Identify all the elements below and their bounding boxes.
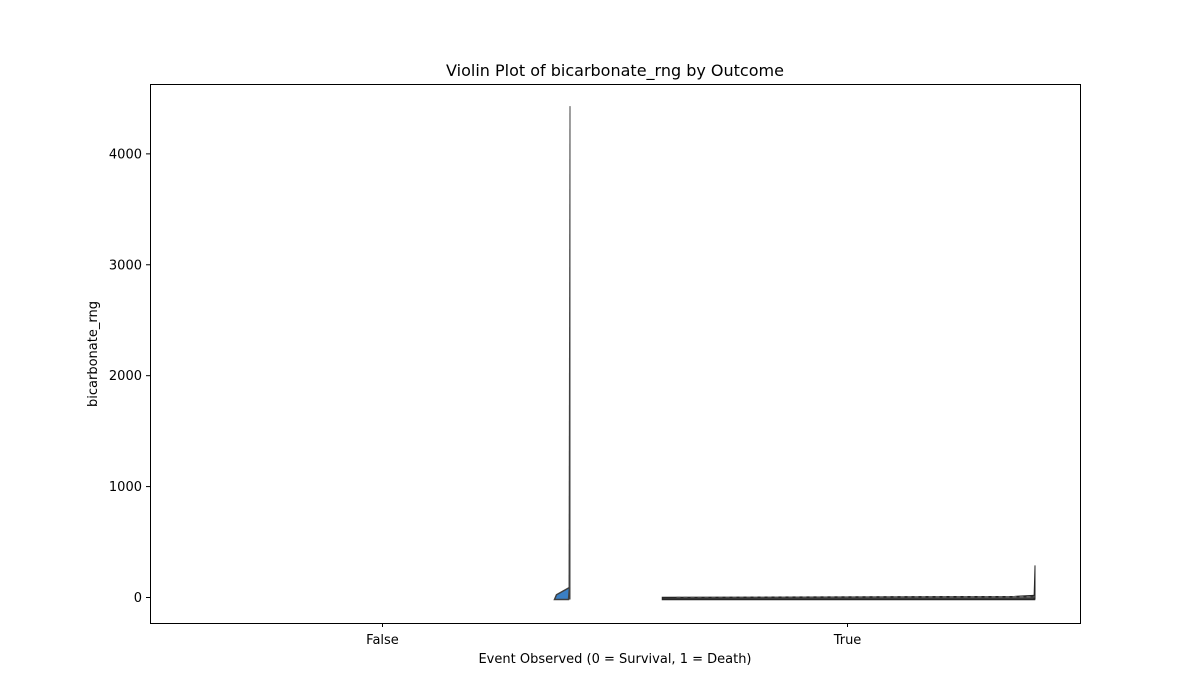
chart-title: Violin Plot of bicarbonate_rng by Outcom… (446, 61, 784, 81)
y-tick-label: 4000 (109, 147, 142, 162)
y-tick-label: 2000 (109, 369, 142, 384)
plot-area (553, 106, 1036, 601)
y-tick-label: 0 (134, 591, 142, 606)
x-axis-label: Event Observed (0 = Survival, 1 = Death) (478, 652, 751, 667)
violin-spike (1033, 565, 1036, 600)
violin-body (553, 586, 571, 601)
x-tick-label: False (366, 633, 399, 648)
y-tick-label: 1000 (109, 480, 142, 495)
plot-frame (150, 84, 1081, 624)
axes: 0 1000 2000 3000 4000 False True (109, 147, 861, 648)
violin-body (661, 594, 1036, 601)
y-tick-label: 3000 (109, 258, 142, 273)
violin-spike (568, 106, 571, 600)
y-axis-label: bicarbonate_rng (86, 301, 101, 407)
x-tick-label: True (833, 633, 862, 648)
